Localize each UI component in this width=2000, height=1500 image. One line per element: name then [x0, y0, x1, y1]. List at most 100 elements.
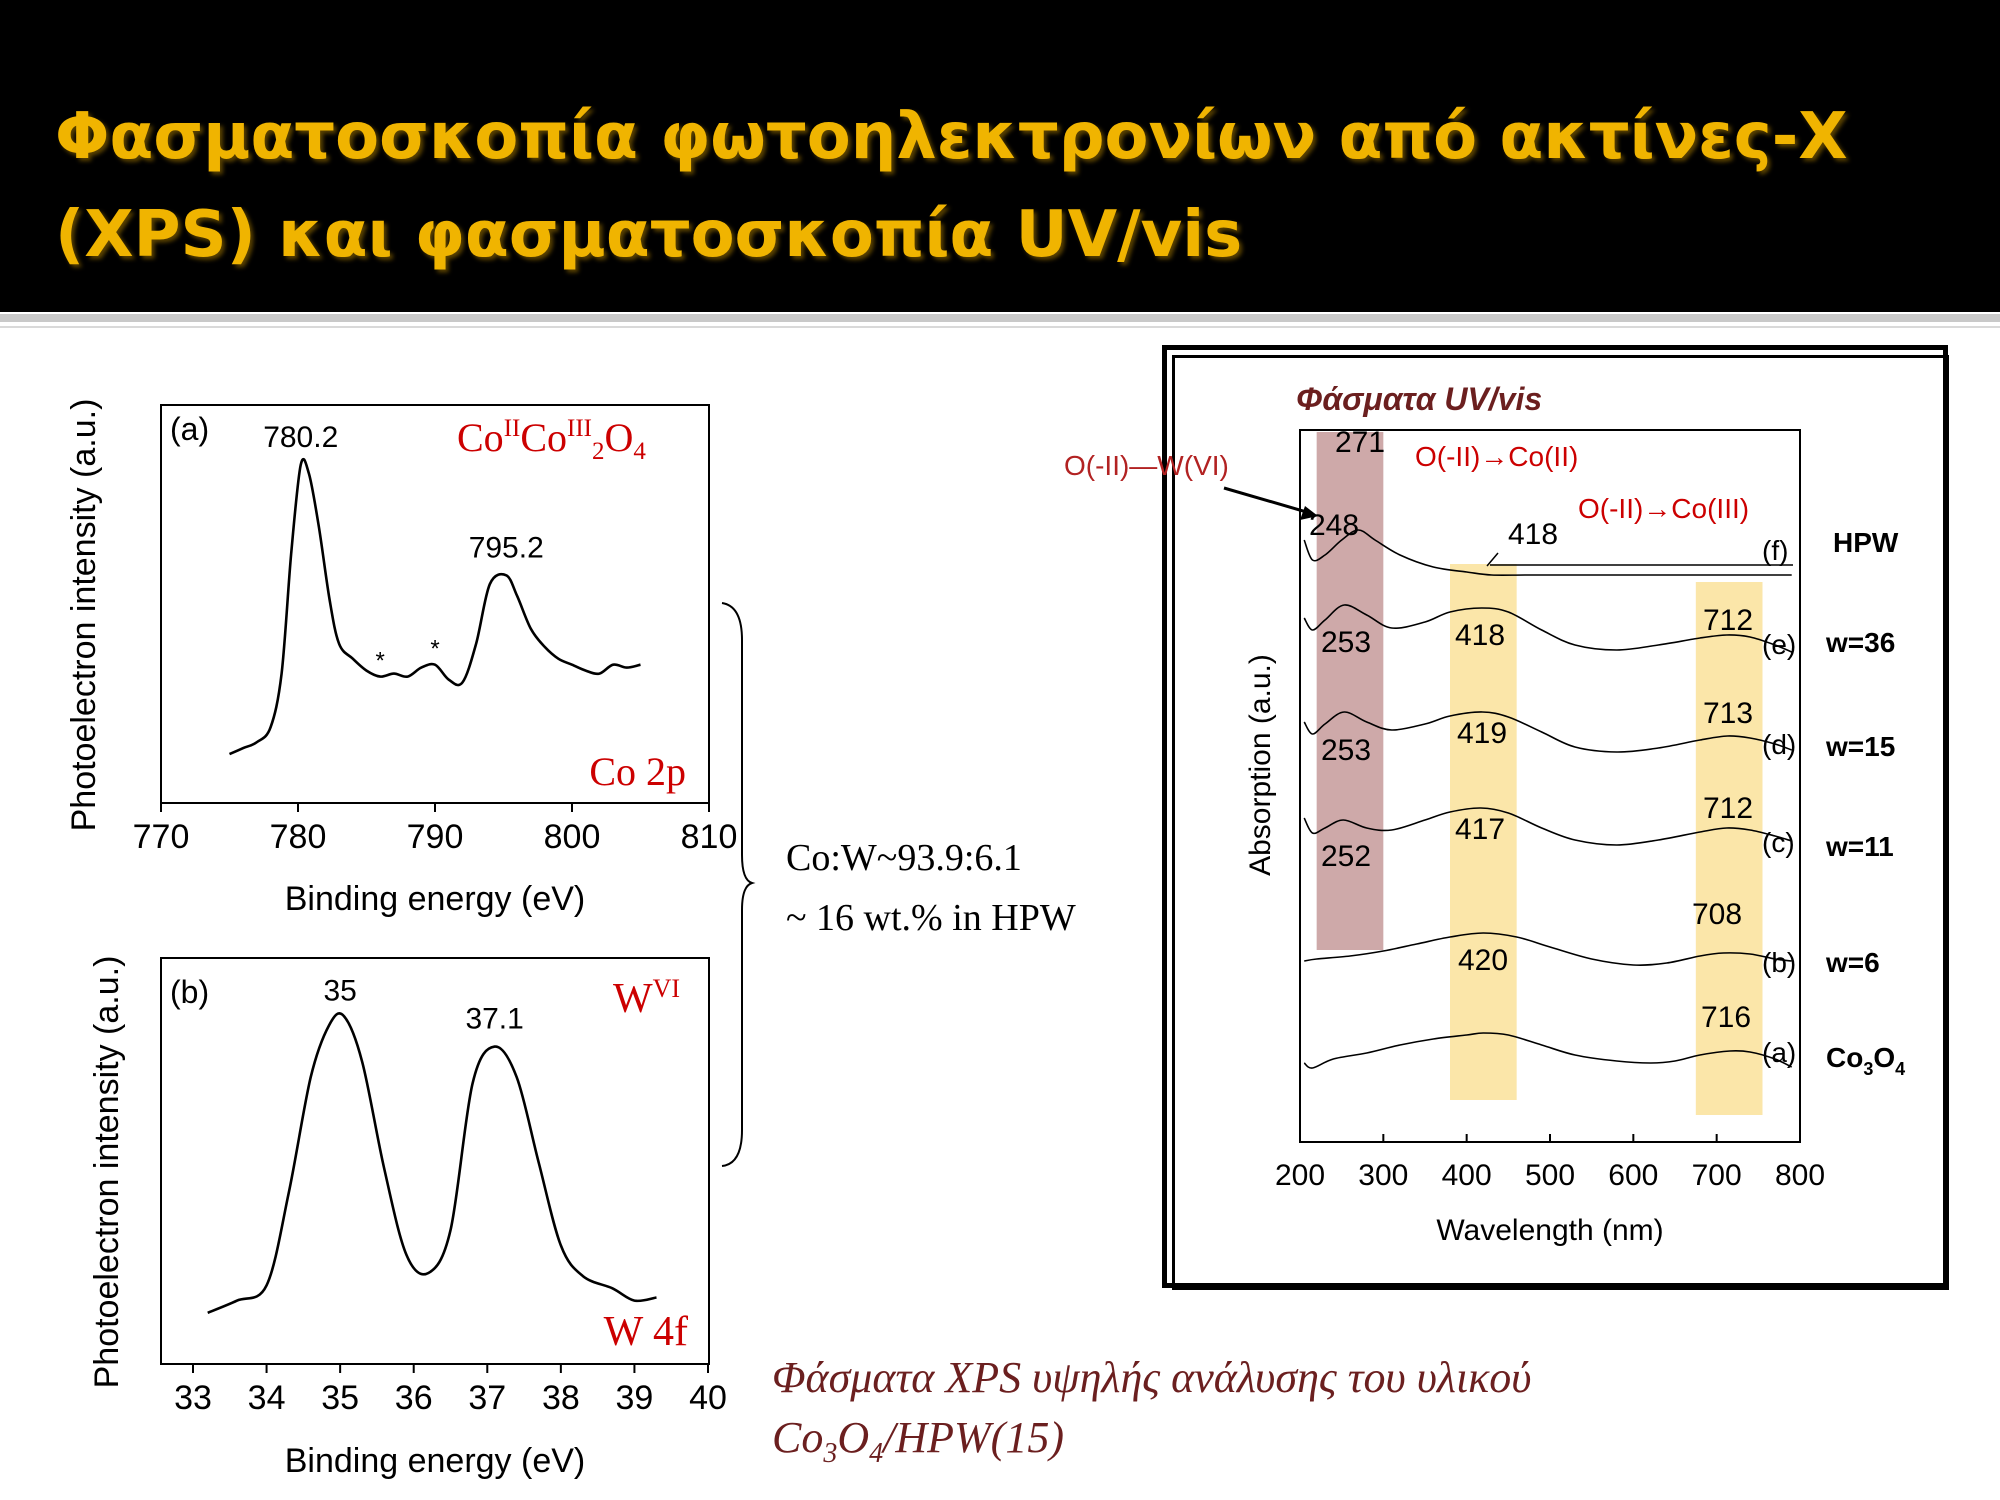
uv-series-line-b [1304, 932, 1792, 966]
x-tick-label-b-37: 37 [468, 1379, 506, 1417]
uv-series-line-f [1303, 529, 1792, 577]
uv-series-name-f: HPW [1833, 527, 1899, 558]
uv-peak-label-e-418: 418 [1455, 619, 1505, 652]
uv-x-tick-label-300: 300 [1358, 1159, 1408, 1192]
uv-x-axis-label: Wavelength (nm) [1436, 1214, 1663, 1247]
panel-label-b: (b) [170, 974, 209, 1010]
uv-peak-label-a-716: 716 [1701, 1001, 1751, 1034]
x-axis-label-b: Binding energy (eV) [285, 1442, 586, 1480]
slide-title: Φασματοσκοπία φωτοηλεκτρονίων από ακτίνε… [55, 100, 1848, 272]
uv-x-tick-label-800: 800 [1775, 1159, 1825, 1192]
uv-series-name-a: Co3O4 [1826, 1042, 1905, 1079]
uv-series-tag-a: (a) [1762, 1037, 1796, 1068]
uv-series-line-c [1303, 807, 1792, 846]
peak-label-795: 795.2 [469, 531, 544, 564]
series-line-w4f [207, 1012, 657, 1315]
x-tick-label-a-780: 780 [270, 818, 327, 856]
peak-label-35: 35 [323, 974, 356, 1007]
uv-vis-title: Φάσματα UV/vis [1296, 381, 1542, 417]
oxidation-label: WVI [613, 974, 680, 1022]
uv-x-tick-label-700: 700 [1692, 1159, 1742, 1192]
xps-co2p-chart: 770 780 790 800 810 (a) 780.2 795.2 * * CoII… [65, 399, 737, 918]
uv-series-name-b: w=6 [1825, 947, 1880, 978]
peak-418-pointer [1486, 552, 1499, 567]
uv-peak-label-f-248: 248 [1309, 509, 1359, 542]
peak-label-37: 37.1 [465, 1003, 523, 1036]
x-tick-label-b-34: 34 [248, 1379, 286, 1417]
peak-label-780: 780.2 [263, 421, 338, 454]
x-tick-label-b-33: 33 [174, 1379, 212, 1417]
uv-peak-label-e-712: 712 [1703, 604, 1753, 637]
x-tick-label-b-36: 36 [395, 1379, 433, 1417]
panel-label-a: (a) [170, 411, 209, 447]
uv-x-tick-label-200: 200 [1275, 1159, 1325, 1192]
annotation-o-co2: O(-II)→Co(II) [1415, 441, 1578, 472]
uv-band-3 [1695, 582, 1763, 1115]
annotation-arrowhead [1300, 506, 1318, 520]
series-line-co2p [228, 458, 641, 756]
x-tick-label-b-38: 38 [542, 1379, 580, 1417]
grouping-brace [721, 602, 756, 1167]
uv-x-tick-label-600: 600 [1608, 1159, 1658, 1192]
satellite-marker-2: * [430, 636, 439, 663]
xps-caption-line2: Co3O4/HPW(15) [772, 1413, 1064, 1469]
chart-a-plot-frame [160, 404, 710, 804]
xps-w4f-chart: 33 34 35 36 37 38 39 40 (b) 35 37.1 WVI W 4f Bi… [88, 956, 727, 1480]
compound-label: CoIICoIII2O4 [457, 415, 646, 465]
uv-series-tag-e: (e) [1762, 629, 1796, 660]
uv-vis-frame-inner [1172, 355, 1949, 1290]
annotation-o-w: O(-II)—W(VI) [1064, 450, 1229, 481]
title-bar [0, 0, 2000, 312]
uv-peak-label-b-708: 708 [1692, 898, 1742, 931]
uv-series-name-d: w=15 [1825, 731, 1895, 762]
uv-series-line-e [1303, 604, 1793, 653]
header-divider-thin [0, 326, 2000, 328]
uv-peak-label-a-420: 420 [1458, 944, 1508, 977]
uv-x-tick-label-500: 500 [1525, 1159, 1575, 1192]
x-axis-label-a: Binding energy (eV) [285, 880, 586, 918]
uv-x-tick-label-400: 400 [1442, 1159, 1492, 1192]
xps-caption-line1: Φάσματα XPS υψηλής ανάλυσης του υλικού [772, 1353, 1532, 1402]
uv-peak-label-c-417: 417 [1455, 813, 1505, 846]
x-tick-label-b-40: 40 [689, 1379, 727, 1417]
uv-series-tag-d: (d) [1762, 729, 1796, 760]
uv-peak-label-f-271: 271 [1335, 426, 1385, 459]
x-tick-label-b-39: 39 [616, 1379, 654, 1417]
uv-series-name-c: w=11 [1825, 831, 1894, 862]
uv-peak-label-d-253: 253 [1321, 734, 1371, 767]
satellite-marker-1: * [376, 648, 385, 675]
uv-vis-chart: 200 300 400 500 600 700 800 271 248 418 253 418 712… [1064, 381, 1905, 1247]
y-axis-label-a: Photoelectron intensity (a.u.) [65, 399, 103, 832]
hpw-loading: ~ 16 wt.% in HPW [786, 897, 1076, 939]
x-tick-label-a-790: 790 [407, 818, 464, 856]
x-tick-label-a-800: 800 [544, 818, 601, 856]
co-w-ratio: Co:W~93.9:6.1 [786, 837, 1022, 879]
uv-peak-label-e-253: 253 [1321, 626, 1371, 659]
uv-series-line-a [1303, 1032, 1793, 1069]
x-tick-label-a-770: 770 [133, 818, 190, 856]
x-tick-label-b-35: 35 [321, 1379, 359, 1417]
uv-peak-label-f-418: 418 [1508, 518, 1558, 551]
annotation-arrow-shaft [1223, 486, 1311, 515]
annotation-o-co3: O(-II)→Co(III) [1578, 493, 1749, 524]
uv-series-name-e: w=36 [1825, 627, 1895, 658]
chart-b-plot-frame [160, 957, 710, 1365]
uv-peak-label-c-712: 712 [1703, 792, 1753, 825]
uv-peak-label-d-419: 419 [1457, 717, 1507, 750]
uv-band-2 [1450, 564, 1517, 1100]
region-label-co2p: Co 2p [589, 749, 686, 794]
uv-band-1 [1316, 432, 1384, 950]
uv-series-line-d [1303, 711, 1792, 753]
uv-peak-label-d-713: 713 [1703, 697, 1753, 730]
uv-vis-frame [1162, 345, 1948, 1288]
uv-peak-label-c-252: 252 [1321, 840, 1371, 873]
x-tick-label-a-810: 810 [681, 818, 738, 856]
region-label-w4f: W 4f [604, 1309, 688, 1355]
uv-series-tag-c: (c) [1762, 827, 1795, 858]
uv-series-tag-b: (b) [1762, 947, 1796, 978]
header-divider [0, 314, 2000, 322]
uv-series-tag-f: (f) [1762, 535, 1788, 566]
y-axis-label-b: Photoelectron intensity (a.u.) [88, 956, 126, 1389]
uv-y-axis-label: Absorption (a.u.) [1244, 654, 1277, 876]
